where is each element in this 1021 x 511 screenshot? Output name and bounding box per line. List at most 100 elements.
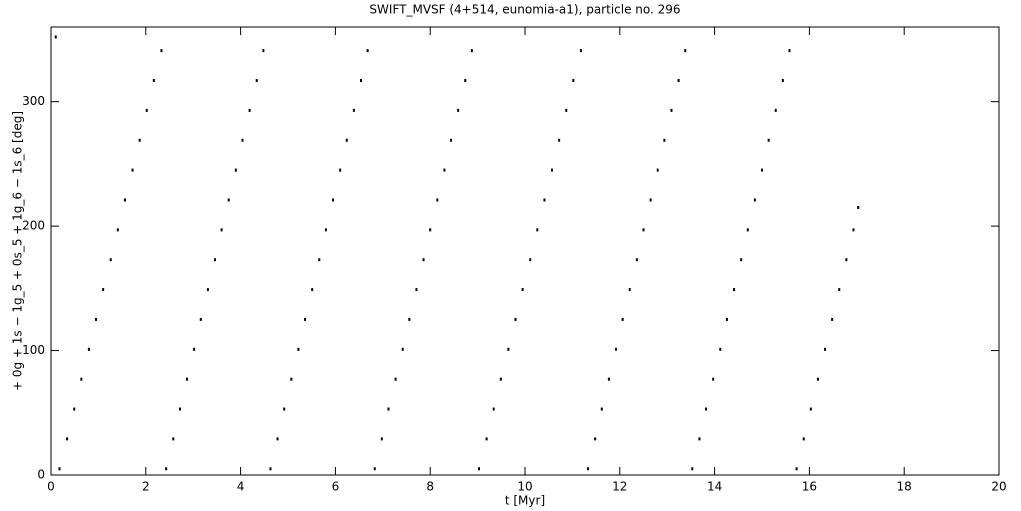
point: [87, 347, 90, 351]
point: [712, 377, 715, 381]
point: [394, 377, 397, 381]
point: [58, 467, 61, 471]
point: [551, 168, 554, 172]
point: [116, 228, 119, 232]
point: [795, 467, 798, 471]
point: [186, 377, 189, 381]
point: [304, 317, 307, 321]
point: [809, 407, 812, 411]
point: [594, 437, 597, 441]
point: [324, 228, 327, 232]
point: [145, 108, 148, 112]
point: [838, 288, 841, 292]
point: [831, 317, 834, 321]
y-tick-label: 100: [22, 343, 45, 357]
point: [507, 347, 510, 351]
point: [199, 317, 202, 321]
point: [767, 138, 770, 142]
point: [670, 108, 673, 112]
point: [297, 347, 300, 351]
point: [845, 258, 848, 262]
point: [536, 228, 539, 232]
point: [733, 288, 736, 292]
point: [753, 198, 756, 202]
point: [656, 168, 659, 172]
point: [95, 317, 98, 321]
point: [761, 168, 763, 172]
point: [373, 467, 376, 471]
point: [450, 138, 453, 142]
point: [725, 317, 728, 321]
point: [443, 168, 446, 172]
point: [470, 49, 473, 53]
plot-frame: [50, 26, 1000, 476]
point: [102, 288, 105, 292]
point: [464, 79, 467, 83]
point: [492, 407, 495, 411]
point: [214, 258, 217, 262]
point: [131, 168, 134, 172]
x-axis-label: t [Myr]: [505, 494, 545, 508]
point: [123, 198, 126, 202]
point: [80, 377, 83, 381]
point: [401, 347, 404, 351]
point: [366, 49, 369, 53]
point: [429, 228, 432, 232]
point: [852, 228, 855, 232]
x-tick-label: 4: [237, 480, 245, 494]
point: [193, 347, 196, 351]
point: [499, 377, 502, 381]
point: [677, 79, 680, 83]
x-tick-label: 10: [517, 480, 532, 494]
point: [663, 138, 666, 142]
point: [422, 258, 425, 262]
point: [248, 108, 251, 112]
x-tick-label: 8: [426, 480, 434, 494]
point: [165, 467, 168, 471]
y-axis-label: + 0g + 1s − 1g_5 + 0s_5 + 1g_6 − 1s_6 [d…: [11, 111, 25, 391]
point: [478, 467, 481, 471]
point: [234, 168, 237, 172]
point: [387, 407, 390, 411]
point: [529, 258, 532, 262]
point: [262, 49, 265, 53]
point: [543, 198, 546, 202]
point: [269, 467, 272, 471]
point: [621, 317, 624, 321]
point: [54, 35, 57, 39]
point: [691, 467, 694, 471]
point: [565, 108, 568, 112]
point: [415, 288, 418, 292]
y-tick-label: 300: [22, 94, 45, 108]
point: [816, 377, 819, 381]
point: [649, 198, 652, 202]
point: [802, 437, 805, 441]
point: [615, 347, 618, 351]
point: [719, 347, 722, 351]
point: [290, 377, 293, 381]
x-tick-label: 0: [47, 480, 55, 494]
point: [352, 108, 355, 112]
point: [359, 79, 362, 83]
point: [740, 258, 743, 262]
x-tick-label: 14: [707, 480, 722, 494]
x-tick-label: 12: [612, 480, 627, 494]
point: [824, 347, 827, 351]
point: [436, 198, 439, 202]
chart-title: SWIFT_MVSF (4+514, eunomia-a1), particle…: [369, 3, 680, 17]
point: [73, 407, 76, 411]
point: [178, 407, 181, 411]
point: [635, 258, 638, 262]
point: [579, 49, 582, 53]
point: [283, 407, 286, 411]
point: [558, 138, 561, 142]
point: [684, 49, 687, 53]
point: [380, 437, 383, 441]
point: [705, 407, 708, 411]
x-tick-label: 6: [332, 480, 340, 494]
point: [521, 288, 524, 292]
point: [587, 467, 590, 471]
point: [311, 288, 314, 292]
y-tick-label: 200: [22, 219, 45, 233]
